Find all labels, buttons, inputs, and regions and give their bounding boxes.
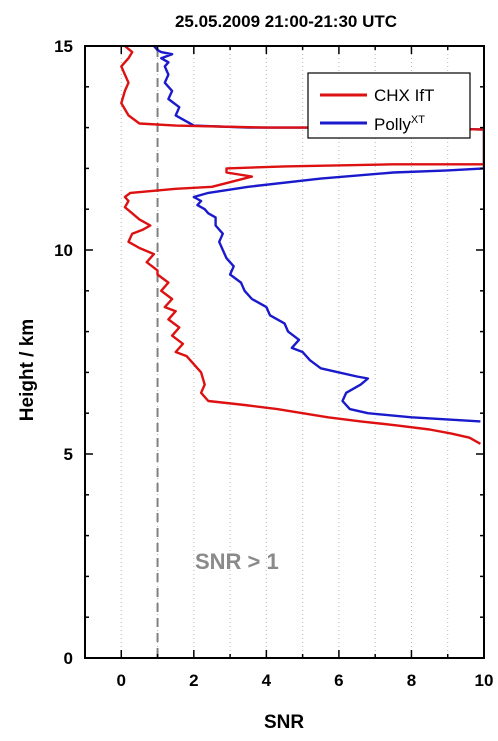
series-line-polly xyxy=(152,46,484,423)
x-tick-labels: 0 2 4 6 8 10 xyxy=(117,671,494,690)
legend-label-polly-base: Polly xyxy=(374,115,411,134)
snr-threshold-annotation: SNR > 1 xyxy=(195,549,279,574)
y-tick-labels: 0 5 10 15 xyxy=(54,37,73,668)
y-tick-label: 15 xyxy=(54,37,73,56)
legend-label-polly-sup: XT xyxy=(411,114,425,126)
plot-frame xyxy=(84,45,485,659)
x-tick-label: 0 xyxy=(117,671,126,690)
chart-title: 25.05.2009 21:00-21:30 UTC xyxy=(175,12,397,31)
y-tick-label: 5 xyxy=(64,445,73,464)
x-tick-label: 4 xyxy=(262,671,272,690)
x-tick-label: 6 xyxy=(334,671,343,690)
legend: CHX IfT PollyXT xyxy=(307,72,471,139)
x-tick-label: 8 xyxy=(407,671,416,690)
axis-ticks xyxy=(84,45,485,659)
series-line-chx xyxy=(120,46,484,445)
x-tick-label: 10 xyxy=(475,671,494,690)
legend-label-polly: PollyXT xyxy=(374,114,425,134)
y-axis-title: Height / km xyxy=(17,319,38,421)
x-tick-label: 2 xyxy=(189,671,198,690)
y-tick-label: 10 xyxy=(54,241,73,260)
series-layer xyxy=(120,46,484,445)
x-axis-title: SNR xyxy=(264,712,304,733)
y-tick-label: 0 xyxy=(64,649,73,668)
legend-box xyxy=(307,72,471,139)
legend-label-chx: CHX IfT xyxy=(374,86,434,105)
